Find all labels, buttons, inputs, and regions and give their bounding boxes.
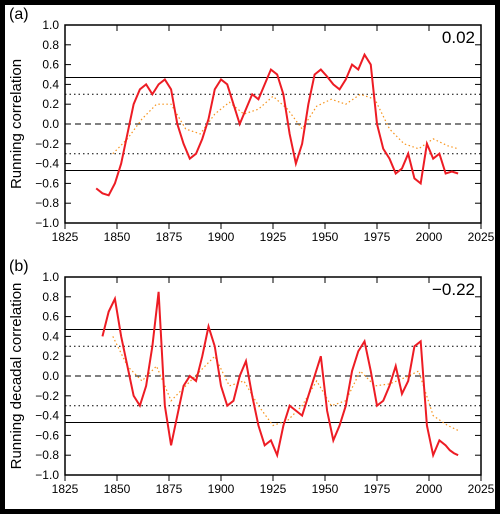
svg-text:1975: 1975 — [364, 230, 391, 244]
svg-text:−0.8: −0.8 — [35, 448, 59, 462]
panel-a-svg: 1825 1850 1875 1900 1925 1950 1975 2000 2025 −1.0… — [5, 5, 495, 257]
panel-b-svg: 1825 1850 1875 1900 1925 1950 1975 2000 2025 −1.0… — [5, 257, 495, 509]
svg-text:1900: 1900 — [208, 230, 235, 244]
svg-text:2025: 2025 — [468, 482, 495, 496]
svg-text:1950: 1950 — [312, 230, 339, 244]
svg-text:−0.4: −0.4 — [35, 409, 59, 423]
svg-text:0.02: 0.02 — [442, 28, 475, 47]
svg-text:0.0: 0.0 — [42, 369, 59, 383]
svg-text:0.4: 0.4 — [42, 329, 59, 343]
svg-text:1900: 1900 — [208, 482, 235, 496]
svg-text:−0.2: −0.2 — [35, 389, 59, 403]
svg-text:(a): (a) — [9, 6, 29, 23]
svg-text:1875: 1875 — [156, 482, 183, 496]
svg-text:0.8: 0.8 — [42, 38, 59, 52]
svg-text:−0.6: −0.6 — [35, 176, 59, 190]
svg-text:2025: 2025 — [468, 230, 495, 244]
svg-text:−0.8: −0.8 — [35, 196, 59, 210]
svg-text:−0.2: −0.2 — [35, 137, 59, 151]
svg-text:1925: 1925 — [260, 482, 287, 496]
svg-text:−1.0: −1.0 — [35, 468, 59, 482]
svg-text:0.6: 0.6 — [42, 58, 59, 72]
svg-text:1850: 1850 — [104, 230, 131, 244]
svg-text:1825: 1825 — [52, 230, 79, 244]
svg-text:0.6: 0.6 — [42, 310, 59, 324]
svg-text:1950: 1950 — [312, 482, 339, 496]
svg-text:0.4: 0.4 — [42, 77, 59, 91]
svg-text:1825: 1825 — [52, 482, 79, 496]
svg-text:−0.6: −0.6 — [35, 428, 59, 442]
svg-text:Running decadal correlation: Running decadal correlation — [8, 283, 25, 470]
svg-text:1975: 1975 — [364, 482, 391, 496]
panel-b: 1825 1850 1875 1900 1925 1950 1975 2000 2025 −1.0… — [5, 257, 495, 509]
svg-text:2000: 2000 — [416, 230, 443, 244]
svg-text:0.2: 0.2 — [42, 97, 59, 111]
svg-text:(b): (b) — [9, 258, 29, 275]
svg-text:1.0: 1.0 — [42, 270, 59, 284]
svg-text:0.8: 0.8 — [42, 290, 59, 304]
svg-text:0.2: 0.2 — [42, 349, 59, 363]
svg-text:−1.0: −1.0 — [35, 216, 59, 230]
svg-text:1850: 1850 — [104, 482, 131, 496]
svg-text:1875: 1875 — [156, 230, 183, 244]
svg-text:1.0: 1.0 — [42, 18, 59, 32]
svg-text:2000: 2000 — [416, 482, 443, 496]
svg-text:0.0: 0.0 — [42, 117, 59, 131]
svg-text:−0.4: −0.4 — [35, 157, 59, 171]
figure-container: 1825 1850 1875 1900 1925 1950 1975 2000 2025 −1.0… — [0, 0, 500, 514]
svg-text:Running correlation: Running correlation — [8, 59, 25, 189]
svg-text:1925: 1925 — [260, 230, 287, 244]
svg-text:−0.22: −0.22 — [432, 280, 475, 299]
panel-a: 1825 1850 1875 1900 1925 1950 1975 2000 2025 −1.0… — [5, 5, 495, 257]
